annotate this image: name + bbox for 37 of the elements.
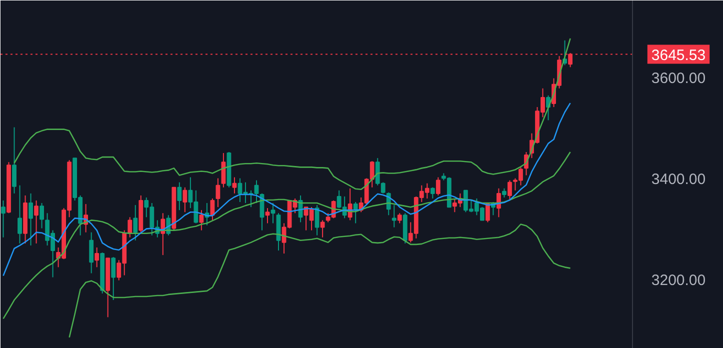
candlestick bbox=[397, 212, 402, 224]
candlestick bbox=[89, 232, 94, 274]
candlestick bbox=[436, 176, 440, 196]
candlestick bbox=[1, 200, 6, 238]
candlestick bbox=[34, 200, 38, 244]
y-tick-label: 3600.00 bbox=[651, 70, 706, 87]
candlestick bbox=[18, 184, 22, 244]
candlestick bbox=[232, 176, 237, 194]
candlestick bbox=[430, 186, 435, 199]
candlestick bbox=[40, 202, 44, 229]
line-series bbox=[14, 38, 571, 190]
candlestick bbox=[270, 202, 276, 224]
candlestick bbox=[320, 220, 325, 238]
candlestick bbox=[177, 182, 182, 211]
y-tick-label: 3200.00 bbox=[651, 272, 706, 289]
candlestick bbox=[199, 210, 204, 231]
line-series bbox=[68, 224, 571, 338]
candlestick bbox=[508, 180, 512, 202]
line-series bbox=[2, 151, 571, 320]
candlestick bbox=[496, 188, 501, 218]
candlestick bbox=[210, 198, 215, 221]
candlestick bbox=[94, 246, 100, 268]
candlestick bbox=[28, 192, 33, 246]
candlestick bbox=[133, 204, 138, 241]
candlestick bbox=[392, 204, 396, 228]
candlestick bbox=[265, 208, 270, 224]
line-series bbox=[2, 102, 571, 276]
candlestick bbox=[182, 186, 188, 213]
candlestick bbox=[111, 256, 116, 301]
candlestick bbox=[353, 202, 358, 224]
candlestick bbox=[502, 188, 506, 198]
candlestick bbox=[216, 178, 220, 208]
ref-line-label: 3645.53 bbox=[651, 46, 706, 64]
y-tick-label: 3400.00 bbox=[651, 170, 706, 188]
candlestick bbox=[12, 126, 16, 194]
candlestick bbox=[128, 216, 132, 238]
candlestick bbox=[314, 204, 320, 236]
